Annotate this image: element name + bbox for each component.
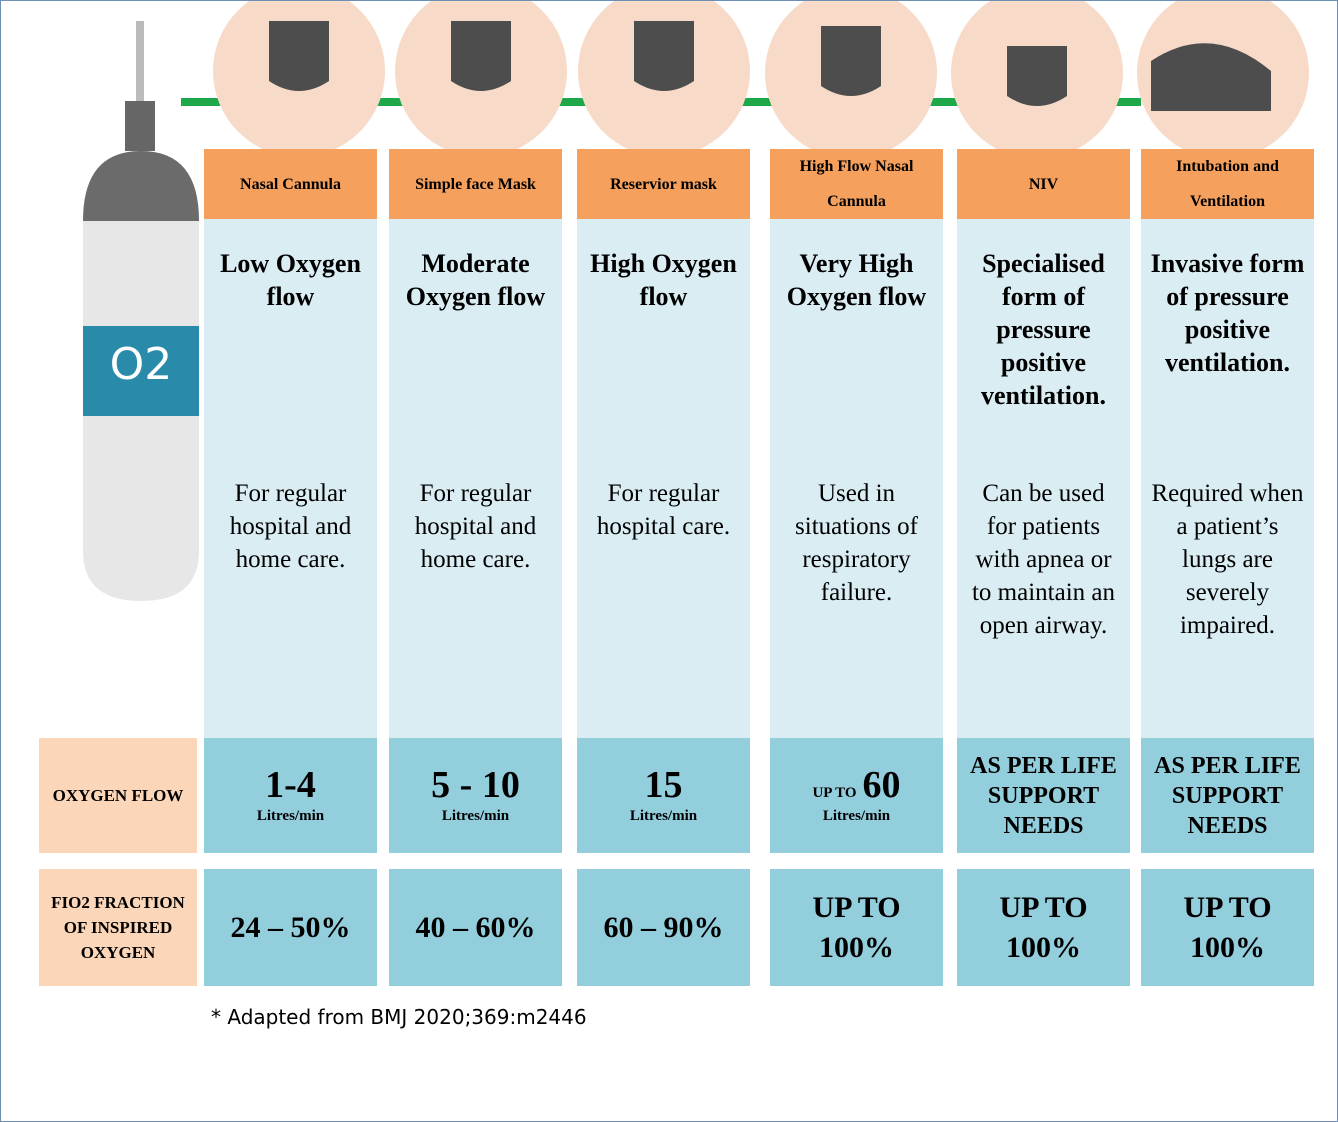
oxygen-tank xyxy=(83,21,199,601)
flow-text: AS PER LIFE SUPPORT NEEDS xyxy=(1141,751,1314,841)
flow-unit: Litres/min xyxy=(442,808,509,825)
column-body: Invasive form of pressure positive venti… xyxy=(1141,219,1314,738)
face-circles xyxy=(213,1,1309,159)
flow-unit: Litres/min xyxy=(257,808,324,825)
description: For regular hospital and home care. xyxy=(204,477,377,576)
oxygen-flow: UP TO 60 Litres/min xyxy=(770,738,943,853)
flow-level: Very High Oxygen flow xyxy=(770,247,943,447)
flow-level: Specialised form of pressure positive ve… xyxy=(957,247,1130,447)
column-header: Intubation and Ventilation xyxy=(1141,149,1314,219)
flow-value: 15 xyxy=(645,766,683,804)
flow-unit: Litres/min xyxy=(630,808,697,825)
flow-value-row: 1-4 xyxy=(265,766,316,804)
row-label: FIO2 FRACTION OF INSPIRED OXYGEN xyxy=(39,869,197,986)
oxygen-flow: AS PER LIFE SUPPORT NEEDS xyxy=(957,738,1130,853)
fio2-value: UP TO 100% xyxy=(957,869,1130,986)
flow-level: High Oxygen flow xyxy=(577,247,750,447)
oxygen-flow: 15 Litres/min xyxy=(577,738,750,853)
flow-value: 1-4 xyxy=(265,766,316,804)
column-body: High Oxygen flow For regular hospital car… xyxy=(577,219,750,738)
flow-value-row: 15 xyxy=(645,766,683,804)
flow-value-row: 5 - 10 xyxy=(431,766,520,804)
fio2-value: 24 – 50% xyxy=(204,869,377,986)
flow-level: Invasive form of pressure positive venti… xyxy=(1141,247,1314,447)
fio2-value: 40 – 60% xyxy=(389,869,562,986)
footnote: * Adapted from BMJ 2020;369:m2446 xyxy=(211,1005,587,1029)
column-body: Specialised form of pressure positive ve… xyxy=(957,219,1130,738)
column-header: High Flow Nasal Cannula xyxy=(770,149,943,219)
column-header: Simple face Mask xyxy=(389,149,562,219)
column-body: Moderate Oxygen flow For regular hospital… xyxy=(389,219,562,738)
column-header: Reservior mask xyxy=(577,149,750,219)
description: For regular hospital and home care. xyxy=(389,477,562,576)
column-header: NIV xyxy=(957,149,1130,219)
flow-prefix: UP TO xyxy=(812,785,856,802)
flow-level: Moderate Oxygen flow xyxy=(389,247,562,447)
oxygen-flow: 1-4 Litres/min xyxy=(204,738,377,853)
flow-value-row: UP TO 60 xyxy=(812,766,900,804)
description: Can be used for patients with apnea or t… xyxy=(957,477,1130,642)
fio2-value: UP TO 100% xyxy=(770,869,943,986)
infographic: O2 OXYGEN FLOW FIO2 FRACTION OF INSPIRED… xyxy=(0,0,1338,1122)
flow-unit: Litres/min xyxy=(823,808,890,825)
flow-text: AS PER LIFE SUPPORT NEEDS xyxy=(957,751,1130,841)
description: For regular hospital care. xyxy=(577,477,750,543)
column-body: Low Oxygen flow For regular hospital and … xyxy=(204,219,377,738)
description: Used in situations of respiratory failur… xyxy=(770,477,943,609)
fio2-value: UP TO 100% xyxy=(1141,869,1314,986)
row-label: OXYGEN FLOW xyxy=(39,738,197,853)
column-header: Nasal Cannula xyxy=(204,149,377,219)
description: Required when a patient’s lungs are seve… xyxy=(1141,477,1314,642)
column-body: Very High Oxygen flow Used in situations … xyxy=(770,219,943,738)
flow-value: 60 xyxy=(863,766,901,804)
flow-value: 5 - 10 xyxy=(431,766,520,804)
flow-level: Low Oxygen flow xyxy=(204,247,377,447)
tank-label: O2 xyxy=(110,339,173,390)
fio2-value: 60 – 90% xyxy=(577,869,750,986)
oxygen-flow: 5 - 10 Litres/min xyxy=(389,738,562,853)
oxygen-flow: AS PER LIFE SUPPORT NEEDS xyxy=(1141,738,1314,853)
